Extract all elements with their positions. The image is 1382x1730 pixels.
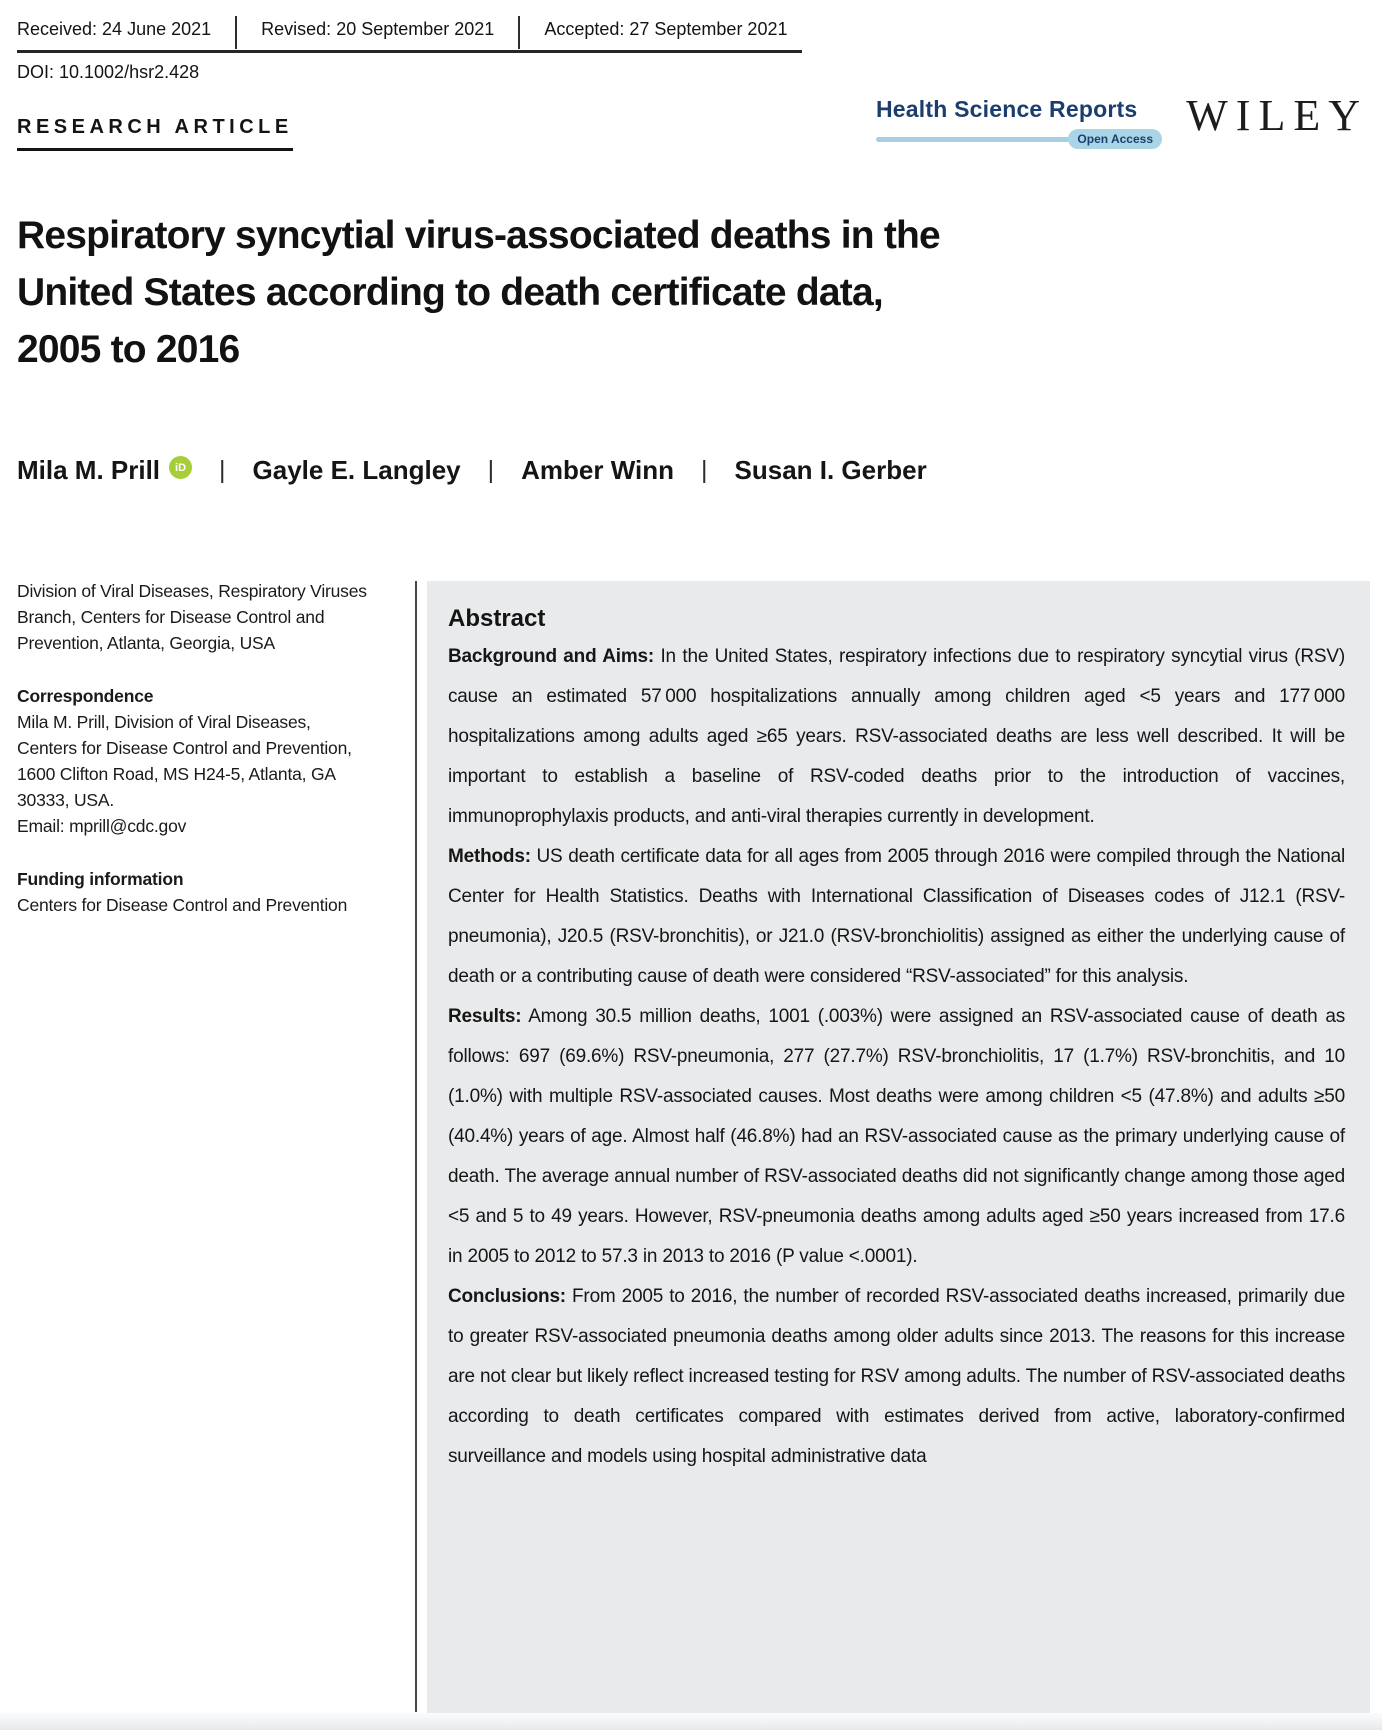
abstract-panel: Abstract Background and Aims: In the Uni… bbox=[427, 581, 1370, 1713]
doi-text: DOI: 10.1002/hsr2.428 bbox=[17, 62, 200, 82]
author-name: Mila M. Prill bbox=[17, 455, 161, 485]
abstract-section-label: Results: bbox=[448, 1006, 522, 1027]
orcid-icon: iD bbox=[169, 456, 193, 479]
open-access-badge: Open Access bbox=[1068, 129, 1162, 149]
author: Mila M. Prill iD | bbox=[17, 455, 253, 486]
journal-underline: Open Access bbox=[876, 129, 1162, 149]
abstract-section-text: In the United States, respiratory infect… bbox=[448, 646, 1345, 827]
author-name: Susan I. Gerber bbox=[734, 455, 927, 485]
abstract-section-label: Background and Aims: bbox=[448, 646, 655, 667]
abstract-paragraph: Background and Aims: In the United State… bbox=[448, 637, 1345, 837]
author-separator: | bbox=[219, 456, 226, 484]
article-title: Respiratory syncytial virus-associated d… bbox=[17, 207, 1137, 378]
article-title-line: Respiratory syncytial virus-associated d… bbox=[17, 214, 941, 257]
author: Amber Winn | bbox=[521, 455, 734, 486]
author-separator: | bbox=[701, 456, 708, 484]
funding-text: Centers for Disease Control and Preventi… bbox=[17, 895, 348, 915]
abstract-section-text: Among 30.5 million deaths, 1001 (.003%) … bbox=[448, 1006, 1345, 1267]
funding-block: Funding information Centers for Disease … bbox=[17, 866, 373, 918]
correspondence-block: Correspondence Mila M. Prill, Division o… bbox=[17, 683, 373, 839]
author-list: Mila M. Prill iD | Gayle E. Langley | Am… bbox=[17, 455, 927, 486]
page-bottom-edge bbox=[0, 1713, 1382, 1730]
author: Susan I. Gerber | bbox=[735, 455, 927, 486]
author-name: Gayle E. Langley bbox=[252, 455, 461, 485]
column-divider-line bbox=[415, 581, 417, 1712]
author: Gayle E. Langley | bbox=[253, 455, 522, 486]
manuscript-dates-row: Received: 24 June 2021 Revised: 20 Septem… bbox=[17, 16, 811, 49]
abstract-section-label: Conclusions: bbox=[448, 1286, 566, 1307]
correspondence-heading: Correspondence bbox=[17, 686, 154, 706]
manuscript-date: Received: 24 June 2021 bbox=[17, 19, 212, 39]
journal-logo: Health Science Reports Open Access bbox=[876, 96, 1162, 149]
abstract-section-text: US death certificate data for all ages f… bbox=[448, 846, 1345, 987]
manuscript-date: Accepted: 27 September 2021 bbox=[518, 16, 811, 49]
author-name: Amber Winn bbox=[521, 455, 675, 485]
abstract-section-label: Methods: bbox=[448, 846, 531, 867]
journal-name: Health Science Reports bbox=[876, 96, 1138, 122]
journal-underline-bar bbox=[876, 136, 1074, 142]
abstract-body: Background and Aims: In the United State… bbox=[448, 637, 1345, 1477]
affiliation-text: Division of Viral Diseases, Respiratory … bbox=[17, 581, 367, 653]
correspondence-text: Mila M. Prill, Division of Viral Disease… bbox=[17, 712, 352, 810]
article-info-column: Division of Viral Diseases, Respiratory … bbox=[17, 578, 373, 918]
abstract-section-text: From 2005 to 2016, the number of recorde… bbox=[448, 1286, 1345, 1467]
abstract-paragraph: Results: Among 30.5 million deaths, 1001… bbox=[448, 997, 1345, 1277]
article-type-kicker: RESEARCH ARTICLE bbox=[17, 116, 293, 151]
manuscript-date: Revised: 20 September 2021 bbox=[235, 16, 518, 49]
publisher-logo: WILEY bbox=[1186, 91, 1368, 140]
abstract-paragraph: Methods: US death certificate data for a… bbox=[448, 837, 1345, 997]
abstract-heading: Abstract bbox=[448, 605, 546, 632]
correspondence-email: Email: mprill@cdc.gov bbox=[17, 816, 187, 836]
funding-heading: Funding information bbox=[17, 869, 184, 889]
abstract-paragraph: Conclusions: From 2005 to 2016, the numb… bbox=[448, 1277, 1345, 1477]
header-divider-rule bbox=[17, 50, 802, 53]
author-separator: | bbox=[487, 456, 495, 484]
article-title-line: United States according to death certifi… bbox=[17, 271, 884, 314]
article-title-line: 2005 to 2016 bbox=[17, 328, 240, 371]
